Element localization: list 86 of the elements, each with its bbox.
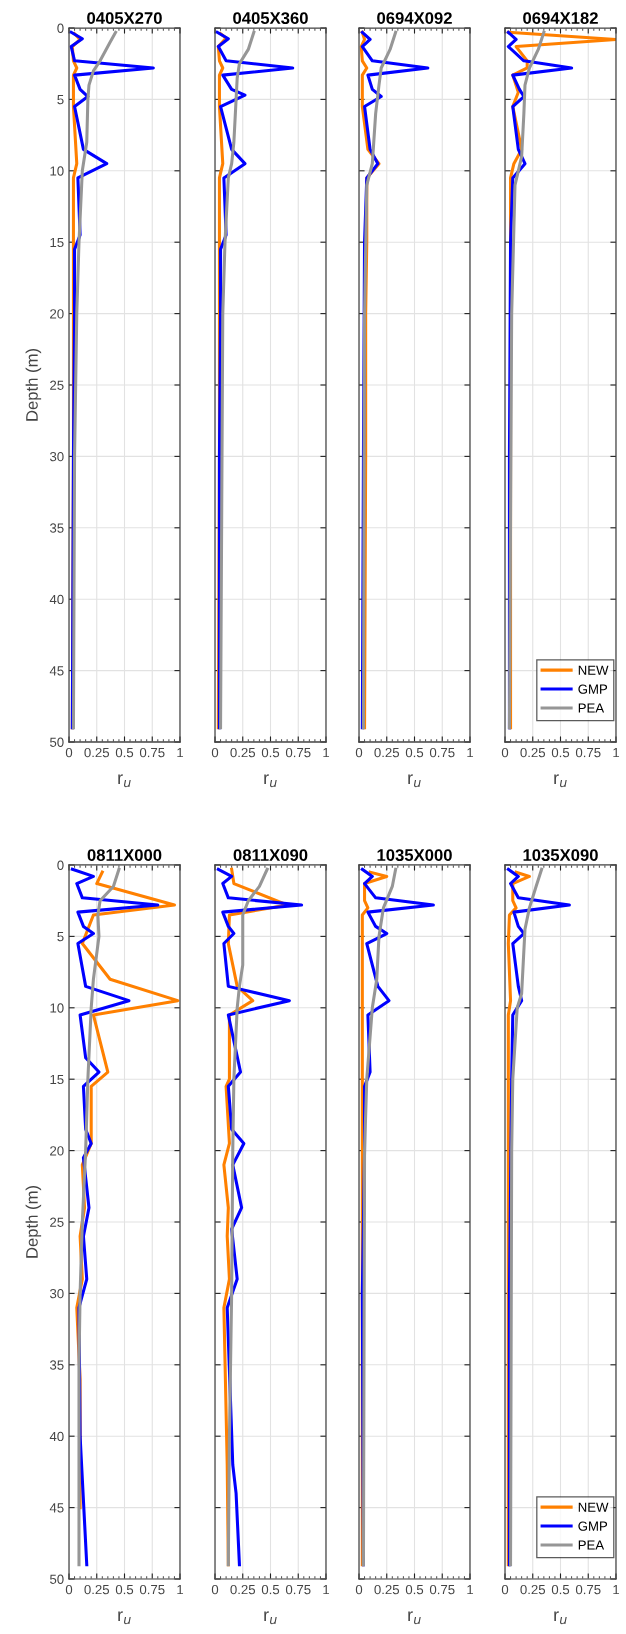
x-tick-label: 0 [211, 1584, 219, 1595]
y-tick-label: 20 [50, 1146, 64, 1156]
x-tick-label: 0.5 [551, 747, 570, 758]
x-tick-label: 1 [323, 1585, 330, 1595]
y-tick-label: 40 [49, 594, 64, 605]
x-tick-label: 1 [613, 1585, 620, 1595]
y-tick-label: 40 [49, 1431, 64, 1442]
legend-label: NEW [578, 1502, 609, 1512]
x-tick-label: 0.25 [230, 747, 256, 758]
y-tick-label: 15 [50, 237, 64, 248]
y-tick-label: 0 [57, 23, 64, 33]
y-tick-label: 15 [50, 1074, 64, 1085]
x-tick-label: 0.75 [429, 1584, 455, 1595]
y-tick-label: 10 [50, 166, 64, 176]
x-tick-label: 0.5 [115, 747, 134, 758]
y-tick-label: 25 [50, 1217, 64, 1227]
chart-title: 1035X090 [523, 849, 598, 862]
legend-label: NEW [578, 665, 609, 675]
y-tick-label: 50 [49, 737, 64, 747]
x-tick-label: 0.25 [520, 1584, 546, 1595]
x-tick-label: 0 [501, 1584, 509, 1595]
x-tick-label: 0.75 [139, 747, 165, 758]
y-tick-label: 35 [49, 1360, 64, 1370]
x-tick-label: 1 [467, 1585, 474, 1595]
x-axis-title: r$_{u}$ [264, 774, 277, 788]
x-tick-label: 0 [65, 747, 73, 758]
legend-label: PEA [578, 703, 605, 713]
x-tick-label: 0.25 [374, 1584, 400, 1595]
x-tick-label: 0.75 [575, 747, 601, 758]
x-axis-title: r$_{u}$ [118, 1611, 131, 1625]
x-tick-label: 0.25 [230, 1584, 256, 1595]
x-tick-label: 0.25 [520, 747, 546, 758]
y-axis-title: Depth (m) [25, 1185, 42, 1258]
x-tick-label: 0 [211, 747, 219, 758]
chart-title: 0811X090 [233, 849, 308, 861]
legend-label: GMP [578, 684, 608, 694]
x-tick-label: 0 [501, 747, 509, 758]
legend-label: GMP [578, 1521, 608, 1531]
y-axis-title: Depth (m) [25, 348, 42, 421]
x-tick-label: 0 [355, 747, 363, 758]
chart-title: 0811X000 [87, 849, 162, 861]
x-tick-label: 1 [323, 748, 330, 758]
chart-title: 0405X270 [87, 12, 162, 24]
x-axis-title: r$_{u}$ [554, 1611, 567, 1625]
y-tick-label: 25 [50, 380, 64, 390]
x-tick-label: 1 [613, 748, 620, 758]
x-axis-title: r$_{u}$ [264, 1611, 277, 1625]
x-tick-label: 0.75 [285, 747, 311, 758]
chart-title: 1035X000 [377, 849, 452, 862]
x-axis-title: r$_{u}$ [408, 774, 421, 788]
x-axis-title: r$_{u}$ [408, 1611, 421, 1625]
y-tick-label: 5 [57, 932, 64, 942]
chart-title: 0694X092 [377, 12, 452, 24]
y-tick-label: 35 [49, 523, 64, 533]
x-tick-label: 0.75 [285, 1584, 311, 1595]
y-tick-label: 30 [49, 1288, 64, 1299]
x-tick-label: 0.5 [261, 747, 280, 758]
x-tick-label: 0.25 [374, 747, 400, 758]
chart-title: 0694X182 [523, 12, 598, 24]
y-tick-label: 45 [49, 666, 64, 676]
x-tick-label: 0.75 [575, 1584, 601, 1595]
x-tick-label: 0 [65, 1584, 73, 1595]
x-tick-label: 0.5 [261, 1584, 280, 1595]
x-tick-label: 0.75 [429, 747, 455, 758]
legend-label: PEA [578, 1540, 605, 1550]
x-tick-label: 0.25 [84, 747, 110, 758]
y-tick-label: 0 [57, 860, 64, 870]
x-tick-label: 0.5 [551, 1584, 570, 1595]
x-tick-label: 0.75 [139, 1584, 165, 1595]
x-tick-label: 0.5 [115, 1584, 134, 1595]
x-tick-label: 1 [177, 748, 184, 758]
y-tick-label: 30 [49, 451, 64, 462]
y-tick-label: 50 [49, 1574, 64, 1584]
y-tick-label: 5 [57, 95, 64, 105]
x-tick-label: 1 [177, 1585, 184, 1595]
y-tick-label: 10 [50, 1003, 64, 1013]
x-tick-label: 1 [467, 748, 474, 758]
x-tick-label: 0.5 [405, 747, 424, 758]
x-tick-label: 0.25 [84, 1584, 110, 1595]
x-axis-title: r$_{u}$ [118, 774, 131, 788]
y-tick-label: 20 [50, 309, 64, 319]
x-tick-label: 0 [355, 1584, 363, 1595]
x-axis-title: r$_{u}$ [554, 774, 567, 788]
chart-title: 0405X360 [233, 12, 308, 25]
x-tick-label: 0.5 [405, 1584, 424, 1595]
y-tick-label: 45 [49, 1503, 64, 1513]
